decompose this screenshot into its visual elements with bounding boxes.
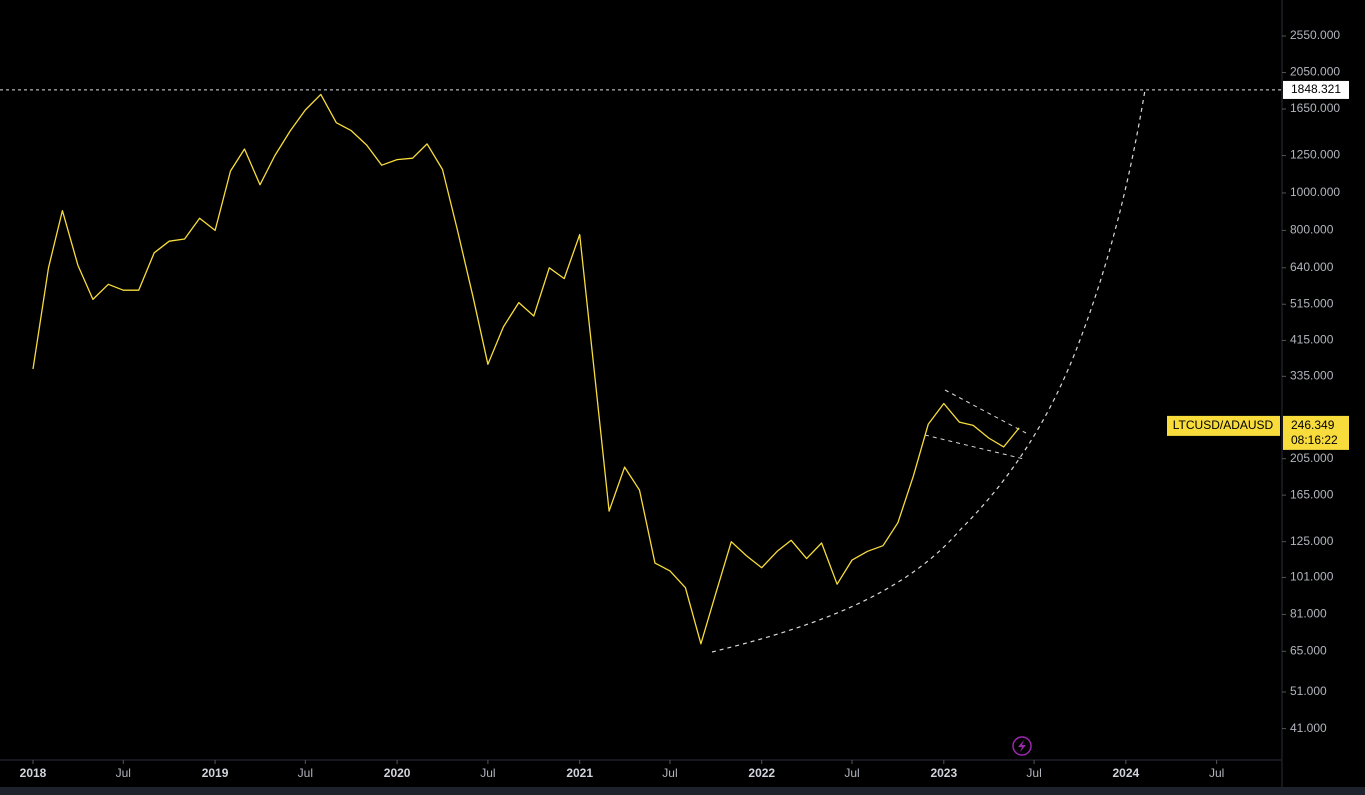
y-tick-label: 125.000 — [1290, 534, 1334, 548]
x-tick-label: Jul — [662, 766, 677, 780]
price-tag-value: 246.349 — [1291, 418, 1335, 432]
x-tick-label: 2020 — [384, 766, 411, 780]
bottom-bar — [0, 787, 1365, 795]
symbol-tag — [1167, 415, 1280, 436]
icon-bolt[interactable] — [1018, 740, 1026, 752]
icon-ring[interactable] — [1012, 736, 1032, 756]
y-tick-label: 1650.000 — [1290, 101, 1340, 115]
y-tick-label: 640.000 — [1290, 260, 1334, 274]
y-tick-label: 2550.000 — [1290, 28, 1340, 42]
y-tick-label: 515.000 — [1290, 296, 1334, 310]
y-tick-label: 1000.000 — [1290, 185, 1340, 199]
x-tick-label: 2021 — [566, 766, 593, 780]
x-tick-label: 2024 — [1113, 766, 1140, 780]
y-tick-label: 165.000 — [1290, 487, 1334, 501]
x-tick-label: 2019 — [202, 766, 229, 780]
y-tick-label: 101.000 — [1290, 570, 1334, 584]
y-tick-label: 205.000 — [1290, 451, 1334, 465]
y-tick-label: 51.000 — [1290, 684, 1327, 698]
y-tick-label: 415.000 — [1290, 333, 1334, 347]
x-tick-label: 2018 — [20, 766, 47, 780]
y-tick-label: 81.000 — [1290, 607, 1327, 621]
y-tick-label: 41.000 — [1290, 721, 1327, 735]
x-tick-label: Jul — [480, 766, 495, 780]
symbol-tag-label: LTCUSD/ADAUSD — [1173, 418, 1274, 432]
x-tick-label: Jul — [844, 766, 859, 780]
y-tick-label: 335.000 — [1290, 369, 1334, 383]
curve-drawing — [711, 89, 1146, 653]
hline-tag — [1283, 80, 1349, 99]
x-tick-label: Jul — [116, 766, 131, 780]
price-line — [32, 93, 1020, 645]
y-tick-label: 800.000 — [1290, 223, 1334, 237]
x-tick-label: 2023 — [930, 766, 957, 780]
price-tag-countdown: 08:16:22 — [1291, 433, 1338, 447]
hline-tag-label: 1848.321 — [1291, 82, 1341, 96]
x-tick-label: Jul — [298, 766, 313, 780]
y-tick-label: 65.000 — [1290, 643, 1327, 657]
x-tick-label: Jul — [1026, 766, 1041, 780]
trendline — [924, 434, 1025, 460]
x-tick-label: Jul — [1209, 766, 1224, 780]
price-tag — [1283, 415, 1349, 450]
lightning-icon[interactable] — [1012, 736, 1032, 756]
y-tick-label: 1250.000 — [1290, 148, 1340, 162]
x-tick-label: 2022 — [748, 766, 775, 780]
y-tick-label: 2050.000 — [1290, 65, 1340, 79]
